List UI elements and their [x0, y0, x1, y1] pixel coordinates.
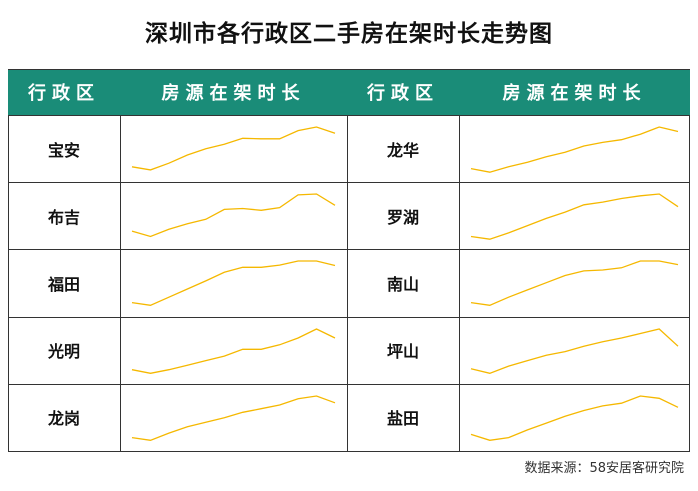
district-name: 南山: [386, 274, 419, 294]
district-name: 光明: [47, 342, 80, 362]
column-divider: [120, 115, 121, 451]
district-name: 龙岗: [47, 409, 80, 429]
row-divider: [8, 316, 690, 318]
sparkline-龙华: [470, 126, 679, 173]
series-line: [470, 126, 679, 173]
district-name: 宝安: [47, 140, 80, 160]
district-name: 盐田: [386, 409, 419, 429]
top-border: [8, 69, 690, 70]
row-divider: [8, 383, 690, 385]
sparkline-罗湖: [470, 193, 679, 241]
row-divider: [8, 249, 690, 251]
district-name: 罗湖: [386, 207, 419, 227]
column-divider: [347, 115, 348, 451]
series-line: [131, 327, 336, 374]
sparkline-布吉: [131, 193, 336, 238]
series-line: [131, 193, 336, 238]
district-name: 坪山: [386, 342, 419, 362]
sparkline-福田: [131, 260, 336, 307]
chart-title: 深圳市各行政区二手房在架时长走势图: [145, 21, 553, 47]
series-line: [131, 260, 336, 307]
district-name: 福田: [47, 274, 80, 294]
district-name: 龙华: [386, 140, 419, 160]
series-line: [470, 395, 679, 441]
header-district-right: 行政区: [347, 69, 459, 115]
column-divider: [8, 115, 9, 451]
sparkline-宝安: [131, 126, 336, 171]
row-divider: [8, 182, 690, 184]
data-source: 数据来源：58安居客研究院: [524, 461, 684, 476]
sparkline-盐田: [470, 395, 679, 441]
column-divider: [459, 115, 460, 451]
header-district-left: 行政区: [8, 69, 120, 115]
row-divider: [8, 451, 690, 452]
sparkline-光明: [131, 327, 336, 374]
series-line: [470, 260, 679, 307]
sparkline-坪山: [470, 327, 679, 374]
sparkline-龙岗: [131, 395, 336, 441]
series-line: [131, 126, 336, 171]
series-line: [470, 193, 679, 241]
sparkline-南山: [470, 260, 679, 307]
district-table: 行政区 房源在架时长 行政区 房源在架时长 宝安布吉福田光明龙岗 龙华罗湖南山坪山…: [8, 69, 690, 452]
series-line: [470, 327, 679, 374]
row-divider: [8, 115, 690, 116]
district-name: 布吉: [47, 207, 80, 227]
series-line: [131, 395, 336, 441]
column-divider: [689, 115, 690, 451]
header-duration-right: 房源在架时长: [459, 69, 690, 115]
header-duration-left: 房源在架时长: [120, 69, 347, 115]
